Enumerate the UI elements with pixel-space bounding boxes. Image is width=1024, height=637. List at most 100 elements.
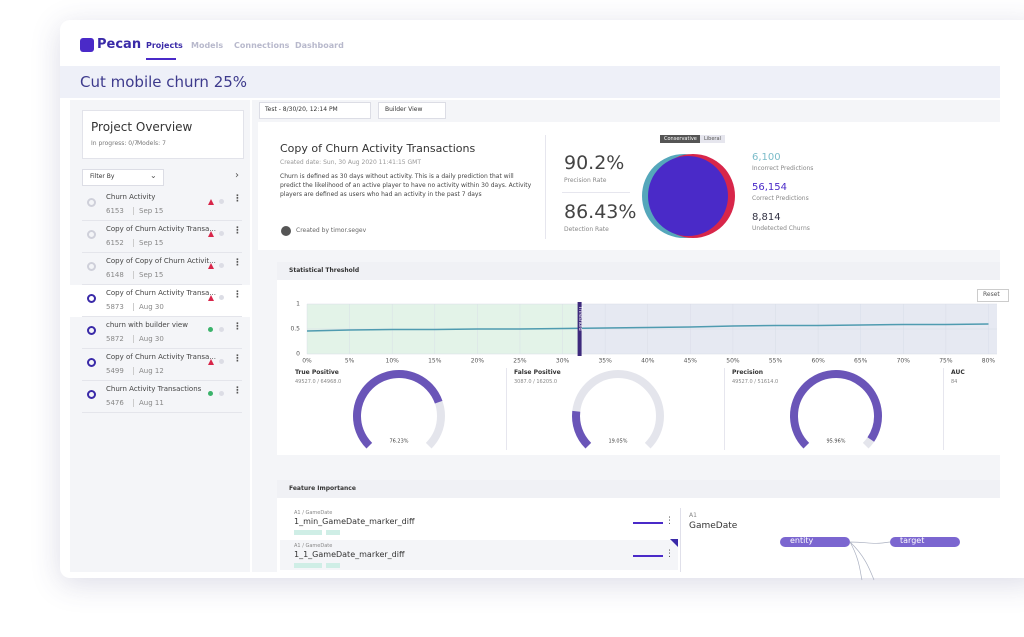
brand: Pecan: [97, 37, 142, 52]
divider: [545, 135, 546, 239]
grey-dot: [219, 327, 224, 332]
gauge-fill: [790, 370, 882, 449]
grey-dot: [219, 231, 224, 236]
feature-name[interactable]: 1_1_GameDate_marker_diff: [294, 550, 405, 559]
count-label: Correct Predictions: [752, 195, 809, 202]
project-name[interactable]: Copy of Churn Activity Transa...: [106, 289, 216, 297]
x-tick-label: 50%: [726, 358, 740, 365]
row-divider: [82, 412, 242, 413]
project-id: 6152: [106, 239, 124, 247]
node-label: entity: [790, 536, 814, 545]
run-dropdown[interactable]: [259, 102, 371, 119]
created-date: Created date: Sun, 30 Aug 2020 11:41:15 …: [280, 159, 422, 166]
row-divider: [82, 380, 242, 381]
nav-tab[interactable]: Projects: [146, 41, 183, 50]
title-bar: [60, 66, 1000, 98]
x-tick-label: 55%: [769, 358, 783, 365]
description: Churn is defined as 30 days without acti…: [280, 173, 532, 198]
project-name[interactable]: churn with builder view: [106, 321, 188, 329]
gauge-fill: [353, 370, 443, 449]
project-id: 6153: [106, 207, 124, 215]
project-date: Aug 30: [133, 303, 164, 311]
chart-title: Statistical Threshold: [289, 267, 360, 274]
x-tick-label: 25%: [513, 358, 527, 365]
mode-option[interactable]: Conservative: [660, 135, 701, 143]
feature-path: A1 / GameDate: [294, 543, 333, 549]
feature-row-bg: [280, 540, 678, 570]
tab-underline: [146, 58, 176, 60]
feature-tag: [326, 563, 340, 568]
gauge-label: 95.96%: [826, 439, 845, 445]
row-divider: [82, 348, 242, 349]
x-tick-label: 45%: [684, 358, 698, 365]
project-name[interactable]: Churn Activity: [106, 193, 156, 201]
project-id: 5872: [106, 335, 124, 343]
selected-row: [70, 285, 250, 317]
row-menu[interactable]: ⋮: [665, 549, 674, 559]
gauge-title: Precision: [732, 369, 764, 376]
nav-tab[interactable]: Dashboard: [295, 41, 344, 50]
in-progress: In progress: 0/7: [91, 140, 138, 147]
feature-tag: [294, 563, 322, 568]
row-menu[interactable]: ⋮: [233, 322, 242, 332]
project-name[interactable]: Copy of Churn Activity Transa...: [106, 353, 216, 361]
rate-divider: [562, 192, 630, 193]
gauge-label: 19.05%: [608, 439, 627, 445]
reset-button[interactable]: [977, 289, 1009, 302]
x-tick-label: 40%: [641, 358, 655, 365]
project-name[interactable]: Churn Activity Transactions: [106, 385, 202, 393]
view-dropdown[interactable]: [378, 102, 446, 119]
nav-tab[interactable]: Models: [191, 41, 224, 50]
warning-icon: [208, 359, 214, 365]
row-menu[interactable]: ⋮: [233, 354, 242, 364]
summary-card: [258, 122, 1000, 250]
col-divider: [724, 368, 725, 450]
grey-dot: [219, 199, 224, 204]
project-id: 5476: [106, 399, 124, 407]
count-label: Incorrect Predictions: [752, 165, 814, 172]
row-menu[interactable]: ⋮: [233, 258, 242, 268]
collapse-arrow[interactable]: ›: [235, 170, 239, 181]
card-header: [277, 262, 1000, 280]
row-menu[interactable]: ⋮: [233, 386, 242, 396]
logo-icon: [80, 38, 94, 52]
row-menu[interactable]: ⋮: [233, 226, 242, 236]
row-menu[interactable]: ⋮: [665, 516, 674, 526]
feature-title: Feature Importance: [289, 485, 356, 492]
detail-name: GameDate: [689, 521, 738, 531]
project-name[interactable]: Copy of Churn Activity Transa...: [106, 225, 216, 233]
line: [306, 323, 989, 332]
grey-dot: [219, 359, 224, 364]
gauge-label: 76.23%: [389, 439, 408, 445]
auc-value: 84: [951, 379, 958, 385]
nav-tab[interactable]: Connections: [234, 41, 290, 50]
status-ring: [87, 358, 96, 367]
col-divider: [943, 368, 944, 450]
count-value: 6,100: [752, 152, 781, 163]
project-date: Aug 12: [133, 367, 164, 375]
card-header: [277, 480, 1000, 498]
project-date: Aug 11: [133, 399, 164, 407]
x-tick-label: 65%: [854, 358, 868, 365]
y-tick-label: 0.5: [290, 326, 300, 333]
gauge-ratio: 49527.0 / 51614.0: [732, 379, 779, 385]
row-menu[interactable]: ⋮: [233, 194, 242, 204]
mode-option[interactable]: Liberal: [700, 135, 725, 143]
row-menu[interactable]: ⋮: [233, 290, 242, 300]
filter-dropdown[interactable]: [82, 169, 164, 186]
run-label: Test - 8/30/20, 12:14 PM: [265, 106, 338, 113]
ok-icon: [208, 327, 213, 332]
x-tick-label: 30%: [556, 358, 570, 365]
project-name[interactable]: Copy of Copy of Churn Activit...: [106, 257, 216, 265]
author: Created by timor.segev: [296, 227, 367, 234]
gauge-fill: [572, 410, 592, 449]
count-value: 8,814: [752, 212, 781, 223]
feature-name[interactable]: 1_min_GameDate_marker_diff: [294, 517, 415, 526]
row-divider: [82, 316, 242, 317]
grey-dot: [219, 391, 224, 396]
node-label: target: [900, 536, 925, 545]
feature-tag: [326, 530, 340, 535]
feature-tag: [294, 530, 322, 535]
threshold-label: Threshold: [577, 305, 583, 331]
